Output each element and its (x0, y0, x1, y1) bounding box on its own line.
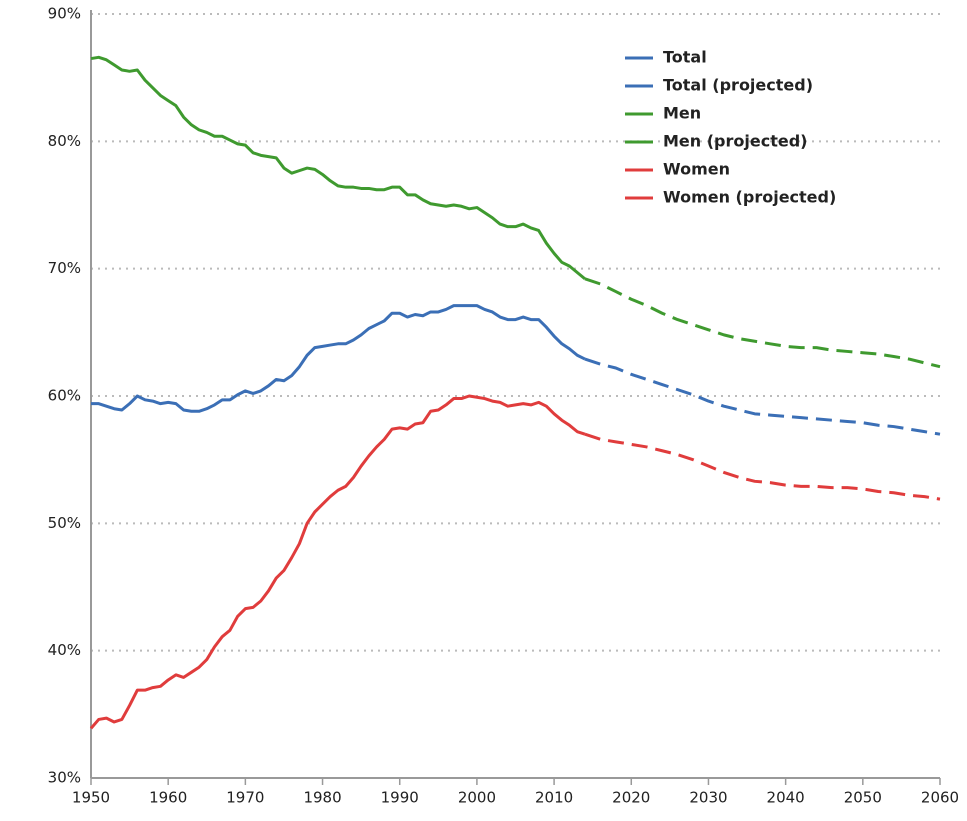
series-line (584, 432, 941, 501)
x-tick-label: 2020 (612, 789, 650, 807)
legend-label: Women (projected) (663, 188, 836, 207)
legend-label: Men (663, 104, 701, 123)
x-tick-label: 1980 (303, 789, 341, 807)
y-tick-label: 40% (48, 641, 81, 659)
y-tick-label: 30% (48, 769, 81, 787)
series-line (584, 357, 941, 436)
x-tick-label: 2060 (921, 789, 959, 807)
series-line (91, 304, 586, 413)
x-tick-label: 2040 (767, 789, 805, 807)
y-tick-label: 60% (48, 387, 81, 405)
y-tick-label: 50% (48, 514, 81, 532)
legend-label: Women (663, 160, 730, 179)
x-tick-label: 2010 (535, 789, 573, 807)
x-tick-label: 1990 (381, 789, 419, 807)
y-tick-label: 80% (48, 132, 81, 150)
x-tick-label: 2050 (844, 789, 882, 807)
legend-label: Men (projected) (663, 132, 807, 151)
x-tick-label: 1970 (226, 789, 264, 807)
y-tick-label: 90% (48, 5, 81, 23)
series-line (584, 277, 941, 369)
x-tick-label: 2030 (689, 789, 727, 807)
x-tick-label: 1960 (149, 789, 187, 807)
y-tick-label: 70% (48, 259, 81, 277)
x-tick-label: 2000 (458, 789, 496, 807)
legend-label: Total (663, 48, 707, 67)
legend-label: Total (projected) (663, 76, 813, 95)
x-tick-label: 1950 (72, 789, 110, 807)
series-line (89, 394, 586, 730)
series-line (90, 55, 586, 281)
